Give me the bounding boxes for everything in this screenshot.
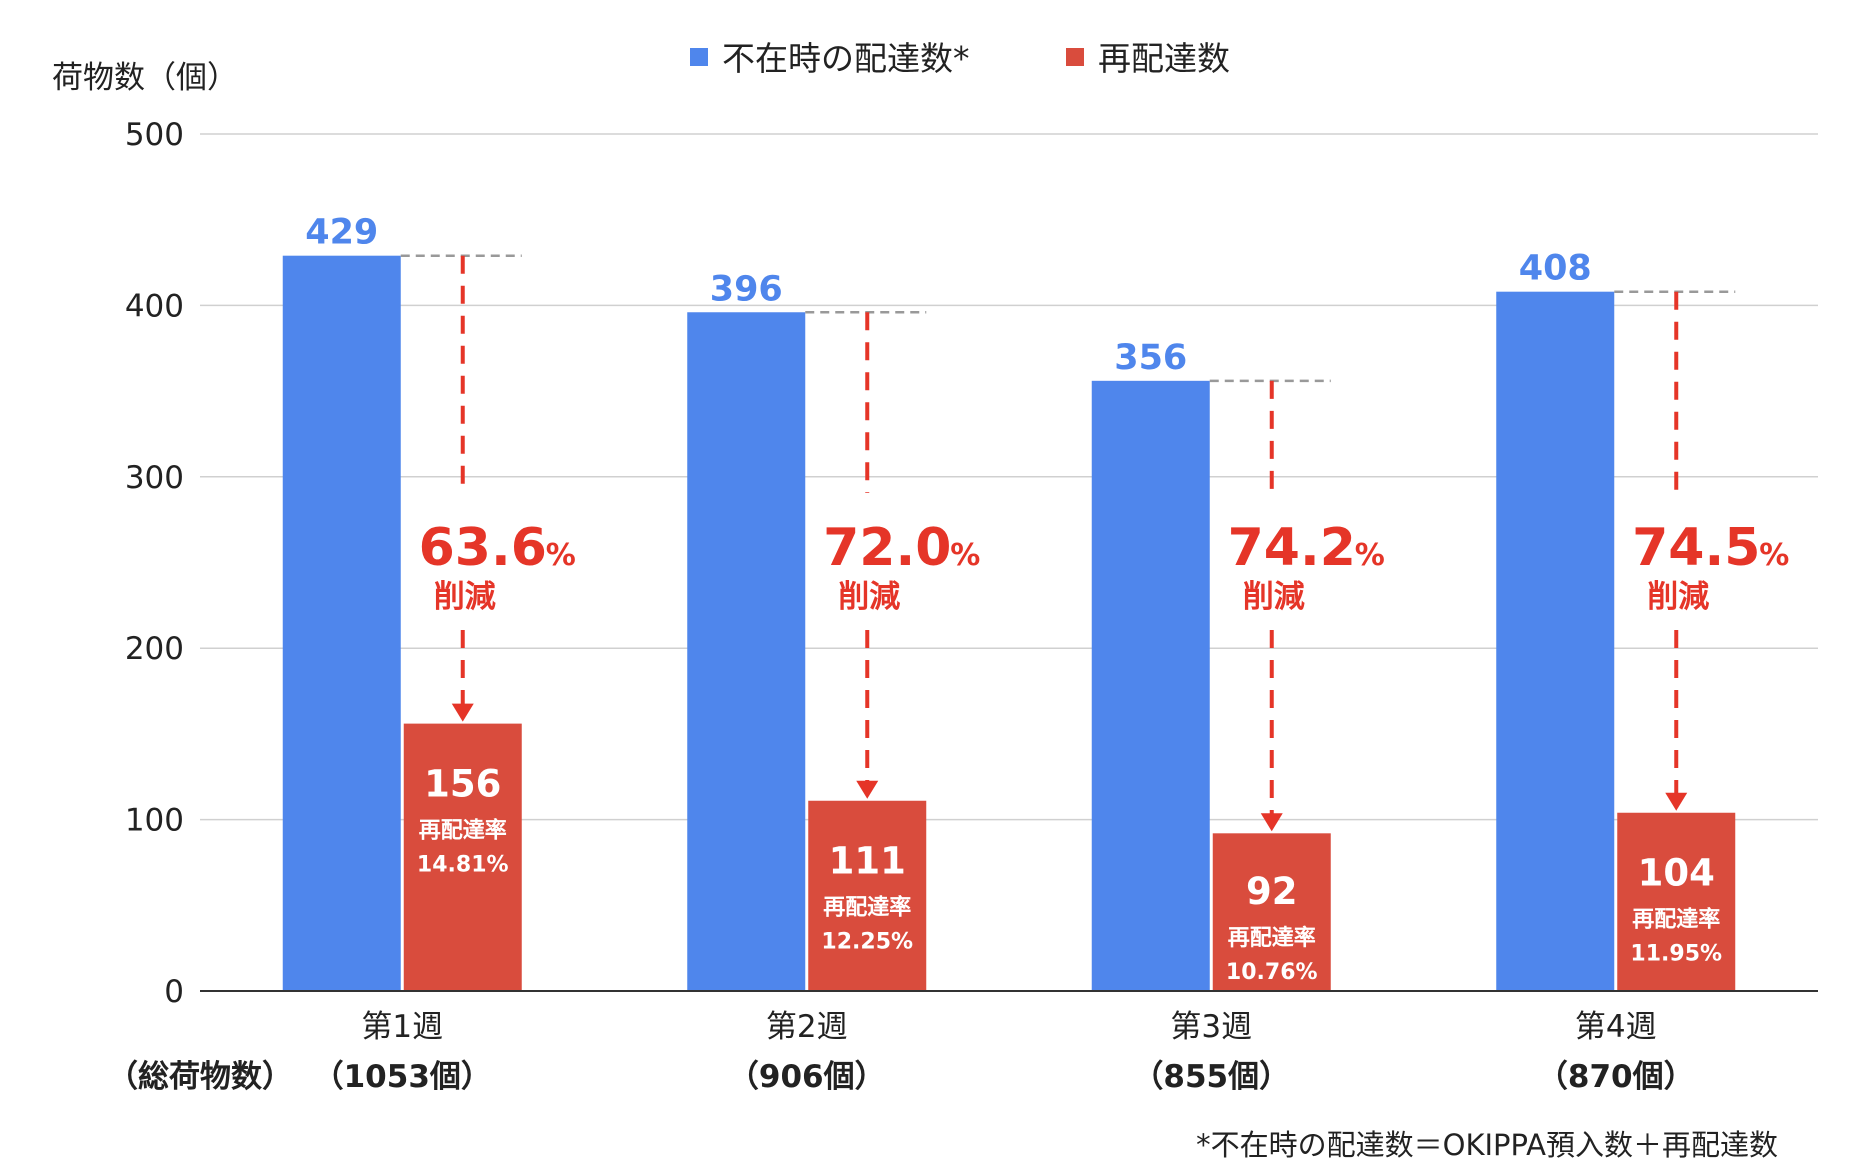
- reduction-unit: %: [950, 538, 980, 573]
- x-tick-label: 第4週: [1575, 1009, 1657, 1045]
- y-tick-label: 400: [125, 288, 184, 324]
- reduction-label: 削減: [1647, 579, 1709, 615]
- footnote: *不在時の配達数＝OKIPPA預入数＋再配達数: [1196, 1128, 1778, 1162]
- x-tick-label: 第1週: [361, 1009, 443, 1045]
- arrow-head: [1665, 792, 1688, 811]
- redelivery-rate-value: 11.95%: [1630, 942, 1722, 967]
- redelivery-rate-label: 再配達率: [1632, 907, 1720, 933]
- category-total-label: （1053個）: [313, 1059, 492, 1095]
- bar-absent: [687, 312, 806, 992]
- totals-row-label: （総荷物数）: [107, 1059, 293, 1095]
- annotations: 429 63.6% 削減 156 再配達率 14.81% 396 72.0% 削減 111 再配達率…: [305, 213, 1789, 985]
- legend-label-absent: 不在時の配達数*: [722, 39, 970, 78]
- bar-redelivery: [1617, 812, 1736, 991]
- x-tick-label: 第2週: [766, 1009, 848, 1045]
- reduction-percent: 63.6: [419, 518, 547, 578]
- arrow-head: [856, 780, 879, 799]
- y-tick-label: 0: [164, 974, 184, 1010]
- y-tick-label: 200: [125, 631, 184, 667]
- legend-label-redelivery: 再配達数: [1098, 39, 1230, 78]
- data-label-absent: 408: [1519, 249, 1592, 289]
- legend-swatch-redelivery: [1066, 48, 1084, 66]
- y-tick-label: 100: [125, 803, 184, 839]
- bar-absent: [1496, 291, 1615, 991]
- legend: 不在時の配達数* 再配達数: [690, 39, 1230, 78]
- x-axis: 第1週 （1053個） 第2週 （906個） 第3週 （855個） 第4週 （870個）: [200, 990, 1818, 1095]
- reduction-unit: %: [1355, 538, 1385, 573]
- category-total-label: （870個）: [1537, 1059, 1695, 1095]
- reduction-percent: 72.0: [823, 518, 951, 578]
- bar-redelivery: [1212, 833, 1331, 991]
- data-label-absent: 396: [710, 269, 783, 309]
- data-label-absent: 356: [1114, 338, 1187, 378]
- reduction-unit: %: [1759, 538, 1789, 573]
- bar-absent: [282, 255, 401, 992]
- grid: 0 100 200 300 400 500: [125, 117, 1818, 1010]
- bar-redelivery: [808, 800, 927, 991]
- reduction-unit: %: [546, 538, 576, 573]
- reduction-label: 削減: [434, 579, 496, 615]
- data-label-redelivery: 104: [1638, 852, 1715, 895]
- redelivery-rate-value: 14.81%: [417, 853, 509, 878]
- x-tick-label: 第3週: [1170, 1009, 1252, 1045]
- data-label-redelivery: 92: [1246, 870, 1298, 913]
- redelivery-rate-label: 再配達率: [419, 818, 507, 844]
- redelivery-rate-value: 10.76%: [1226, 960, 1318, 985]
- y-tick-label: 500: [125, 117, 184, 153]
- y-axis-title: 荷物数（個）: [52, 60, 238, 96]
- bars: [282, 255, 1736, 992]
- redelivery-rate-value: 12.25%: [821, 930, 913, 955]
- category-total-label: （855個）: [1132, 1059, 1290, 1095]
- reduction-label: 削減: [1243, 579, 1305, 615]
- y-tick-label: 300: [125, 460, 184, 496]
- data-label-redelivery: 156: [424, 763, 501, 806]
- data-label-redelivery: 111: [829, 840, 906, 883]
- bar-absent: [1091, 380, 1210, 991]
- redelivery-rate-label: 再配達率: [823, 895, 911, 921]
- reduction-label: 削減: [838, 579, 900, 615]
- reduction-percent: 74.5: [1632, 518, 1760, 578]
- redelivery-rate-label: 再配達率: [1228, 925, 1316, 951]
- bar-redelivery: [403, 723, 522, 991]
- arrow-head: [451, 703, 474, 722]
- arrow-head: [1260, 813, 1283, 832]
- reduction-percent: 74.2: [1228, 518, 1356, 578]
- legend-swatch-absent: [690, 48, 708, 66]
- data-label-absent: 429: [305, 213, 378, 253]
- category-total-label: （906個）: [728, 1059, 886, 1095]
